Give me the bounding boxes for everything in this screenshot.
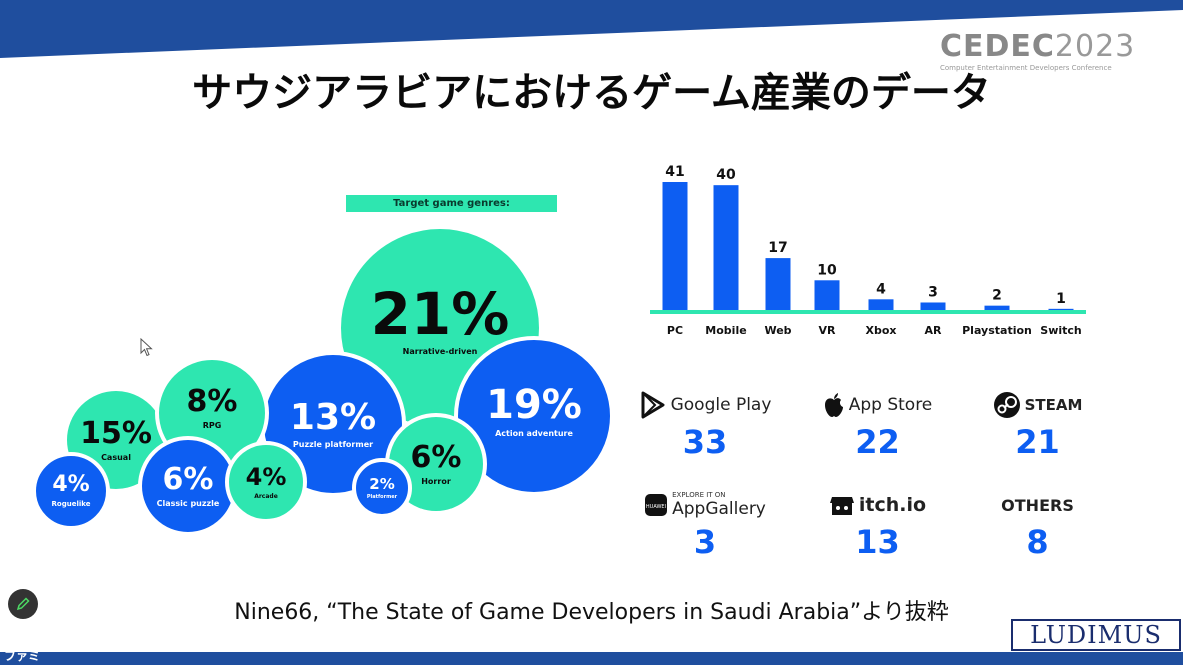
- store-google-play: Google Play 33: [630, 391, 780, 461]
- famitsu-watermark: ファミ通.com: [4, 649, 41, 663]
- bar-web: [765, 258, 791, 312]
- pen-tool-button[interactable]: [8, 589, 38, 619]
- google-play-icon: [641, 391, 665, 419]
- bubble-label: Platformer: [366, 493, 398, 500]
- bubble-label: Narrative-driven: [402, 346, 478, 356]
- bubble-platformer: 2% Platformer: [352, 458, 412, 518]
- bubble-label: Horror: [421, 476, 451, 486]
- bar-xbox: [868, 299, 894, 312]
- bar-category-label: VR: [819, 324, 837, 337]
- bubble-pct: 19%: [486, 381, 582, 428]
- bubble-label: Casual: [101, 452, 131, 462]
- bubble-label: Classic puzzle: [156, 498, 220, 508]
- bar-category-label: AR: [925, 324, 943, 337]
- top-band: [0, 0, 1183, 58]
- itch-icon: [829, 497, 854, 515]
- bubble-casual: 15% Casual: [63, 387, 169, 493]
- store-count: 22: [855, 423, 900, 461]
- bar-value-label: 1: [1056, 291, 1066, 307]
- store-prefix: EXPLORE IT ON: [672, 491, 726, 499]
- store-count: 33: [682, 423, 728, 461]
- bar-value-label: 40: [716, 167, 736, 183]
- store-count: 3: [693, 523, 717, 561]
- store-name: STEAM: [1024, 396, 1083, 414]
- store-count: 8: [1026, 523, 1049, 561]
- store-name: App Store: [848, 395, 933, 415]
- bar-playstation: [984, 305, 1010, 312]
- bar-category-label: Xbox: [865, 324, 896, 337]
- store-count: 21: [1015, 423, 1060, 461]
- bubble-classic-puzzle: 6% Classic puzzle: [138, 436, 238, 536]
- bubble-pct: 6%: [410, 439, 462, 475]
- bar-value-label: 3: [928, 284, 938, 300]
- bar-category-label: Playstation: [962, 324, 1032, 337]
- apple-icon: [824, 393, 843, 417]
- genre-header: Target game genres:: [346, 195, 557, 212]
- bubble-pct: 4%: [52, 472, 90, 497]
- store-name: itch.io: [858, 494, 927, 516]
- bar-mobile: [713, 185, 739, 312]
- bar-category-label: Switch: [1040, 324, 1081, 337]
- platform-bar-chart: 41 PC 40 Mobile 17 Web 10 VR 4 Xbox 3 AR 2 Playstatio…: [640, 150, 1100, 350]
- bar-vr: [814, 280, 840, 312]
- bubble-arcade: 4% Arcade: [225, 441, 307, 523]
- slide-title: サウジアラビアにおけるゲーム産業のデータ: [192, 70, 991, 116]
- ludimus-logo: LUDIMUS: [1011, 619, 1181, 651]
- bar-value-label: 2: [992, 288, 1002, 304]
- store-steam: STEAM 21: [970, 391, 1105, 461]
- mouse-cursor-icon: [140, 338, 153, 357]
- pen-icon: [16, 597, 30, 611]
- bar-value-label: 4: [876, 281, 886, 297]
- source-citation: Nine66, “The State of Game Developers in…: [234, 600, 949, 625]
- store-count: 13: [855, 523, 900, 561]
- bubble-label: RPG: [202, 420, 222, 430]
- bar-category-label: Mobile: [705, 324, 746, 337]
- bubble-pct: 13%: [289, 396, 377, 438]
- store-name: OTHERS: [1001, 495, 1074, 515]
- bubble-pct: 8%: [186, 383, 238, 419]
- bar-ar: [920, 302, 946, 312]
- bubble-pct: 2%: [369, 474, 395, 493]
- store-name: Google Play: [670, 395, 772, 415]
- svg-text:HUAWEI: HUAWEI: [646, 504, 666, 510]
- cedec-logo: CEDEC2023 Computer Entertainment Develop…: [940, 29, 1134, 80]
- logo-subtitle: Computer Entertainment Developers Confer…: [940, 64, 1112, 72]
- bar-value-label: 41: [665, 164, 684, 180]
- huawei-icon: HUAWEI: [645, 494, 668, 516]
- store-appgallery: HUAWEI EXPLORE IT ON AppGallery 3: [630, 491, 780, 561]
- bubble-pct: 21%: [370, 279, 510, 348]
- bubble-pct: 4%: [245, 462, 287, 491]
- bubble-label: Action adventure: [495, 428, 573, 438]
- bubble-label: Arcade: [254, 492, 278, 500]
- bubble-pct: 6%: [162, 461, 214, 497]
- steam-icon: [993, 392, 1020, 418]
- bar-value-label: 10: [817, 262, 837, 278]
- bottom-band: [0, 652, 1183, 665]
- bubble-label: Roguelike: [51, 500, 91, 508]
- bar-pc: [662, 182, 688, 312]
- bubble-pct: 15%: [80, 415, 152, 451]
- store-name: AppGallery: [672, 499, 766, 519]
- store-others: OTHERS 8: [970, 491, 1105, 562]
- store-app-store: App Store 22: [805, 391, 950, 461]
- bar-category-label: PC: [667, 324, 683, 337]
- logo-main-text: CEDEC: [940, 29, 1055, 64]
- bubble-label: Puzzle platformer: [292, 439, 374, 449]
- logo-year: 2023: [1054, 29, 1136, 64]
- bar-value-label: 17: [768, 240, 787, 256]
- bubble-roguelike: 4% Roguelike: [32, 452, 110, 530]
- bar-chart-svg: 41 PC 40 Mobile 17 Web 10 VR 4 Xbox 3 AR 2 Playstatio…: [650, 164, 1086, 337]
- store-itch-io: itch.io 13: [805, 491, 950, 561]
- bar-category-label: Web: [764, 324, 791, 337]
